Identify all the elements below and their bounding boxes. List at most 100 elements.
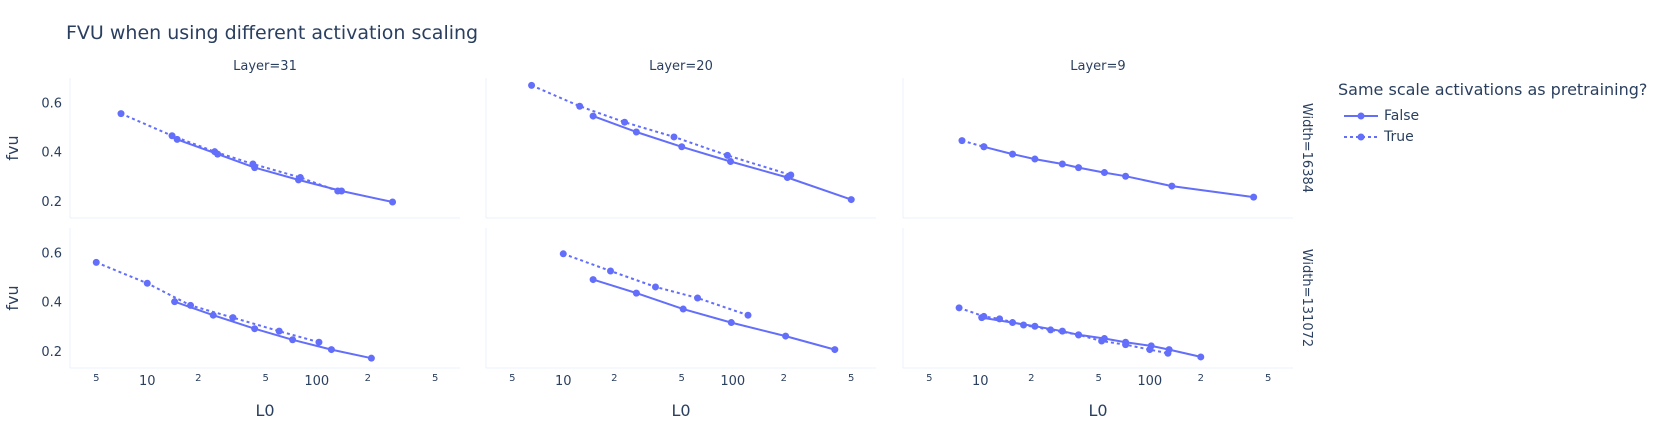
x-tick-label: 100 [720, 374, 745, 389]
data-point-true[interactable] [275, 327, 283, 335]
data-point-true[interactable] [1122, 341, 1130, 349]
data-point-true[interactable] [249, 160, 257, 168]
series-line-false [174, 300, 372, 360]
data-point-true[interactable] [168, 132, 176, 140]
y-axis-title: fvu [3, 135, 22, 160]
data-point-true[interactable] [607, 267, 615, 275]
data-point-true[interactable] [958, 137, 966, 145]
series-line-true [958, 306, 1169, 355]
x-tick-label: 2 [1198, 373, 1204, 384]
data-point-true[interactable] [334, 187, 342, 195]
data-point-true[interactable] [955, 304, 963, 312]
y-axis-title: fvu [3, 285, 22, 310]
data-point-false[interactable] [847, 196, 855, 204]
data-point-true[interactable] [1020, 321, 1028, 329]
data-point-true[interactable] [1047, 326, 1055, 334]
data-point-true[interactable] [651, 283, 659, 291]
series-line-false [983, 145, 1254, 199]
series-line-true [120, 112, 339, 192]
data-point-false[interactable] [831, 346, 839, 354]
data-point-false[interactable] [1058, 160, 1066, 168]
data-point-false[interactable] [678, 143, 686, 151]
x-tick-label: 10 [555, 374, 572, 389]
data-point-false[interactable] [632, 128, 640, 136]
x-tick-label: 5 [1096, 373, 1102, 384]
data-point-true[interactable] [559, 250, 567, 258]
data-point-false[interactable] [1197, 353, 1205, 361]
data-point-true[interactable] [315, 338, 323, 346]
data-point-true[interactable] [92, 258, 100, 266]
data-point-true[interactable] [621, 118, 629, 126]
data-point-false[interactable] [327, 346, 335, 354]
y-tick-label: 0.2 [41, 195, 62, 210]
series-line-true [531, 84, 792, 176]
x-tick-label: 5 [93, 373, 99, 384]
data-point-true[interactable] [1098, 337, 1106, 345]
x-tick-label: 10 [972, 374, 989, 389]
data-point-true[interactable] [117, 110, 125, 118]
data-point-true[interactable] [787, 171, 795, 179]
data-point-true[interactable] [996, 315, 1004, 323]
y-tick-label: 0.4 [41, 146, 62, 161]
x-tick-label: 5 [432, 373, 438, 384]
data-point-false[interactable] [1250, 193, 1258, 201]
data-point-true[interactable] [980, 143, 988, 151]
legend-item-true[interactable]: True [1338, 126, 1647, 147]
data-point-false[interactable] [251, 325, 259, 333]
legend-item-false[interactable]: False [1338, 105, 1647, 126]
data-point-false[interactable] [679, 305, 687, 313]
data-point-false[interactable] [367, 354, 375, 362]
x-axis-title: L0 [1088, 401, 1107, 420]
data-point-false[interactable] [1122, 172, 1130, 180]
data-point-false[interactable] [1075, 164, 1083, 172]
data-point-false[interactable] [1009, 150, 1017, 158]
x-tick-label: 5 [263, 373, 269, 384]
data-point-true[interactable] [694, 294, 702, 302]
legend[interactable]: Same scale activations as pretraining? F… [1338, 80, 1647, 147]
series-line-false [592, 278, 836, 351]
data-point-false[interactable] [171, 298, 179, 306]
x-tick-label: 5 [926, 373, 932, 384]
data-point-true[interactable] [229, 314, 237, 322]
x-tick-label: 100 [1137, 374, 1162, 389]
data-point-true[interactable] [723, 151, 731, 159]
data-point-false[interactable] [589, 276, 597, 284]
data-point-true[interactable] [143, 279, 151, 287]
data-point-false[interactable] [1168, 182, 1176, 190]
data-point-false[interactable] [727, 319, 735, 327]
data-point-true[interactable] [744, 311, 752, 319]
data-point-true[interactable] [1146, 346, 1154, 354]
x-tick-label: 5 [848, 373, 854, 384]
x-tick-label: 2 [365, 373, 371, 384]
x-axis-title: L0 [671, 401, 690, 420]
x-tick-label: 2 [1028, 373, 1034, 384]
data-point-true[interactable] [1164, 349, 1172, 357]
data-point-true[interactable] [187, 301, 195, 309]
facet-col-label: Layer=9 [1070, 59, 1125, 74]
data-point-false[interactable] [209, 311, 217, 319]
data-point-false[interactable] [782, 332, 790, 340]
data-point-false[interactable] [389, 198, 397, 206]
data-point-true[interactable] [211, 148, 219, 156]
data-point-false[interactable] [632, 289, 640, 297]
data-point-false[interactable] [1100, 169, 1108, 177]
legend-label-true: True [1384, 128, 1414, 145]
data-point-false[interactable] [589, 112, 597, 120]
facet-row-label: Width=16384 [1299, 103, 1314, 193]
facet-col-label: Layer=31 [233, 59, 297, 74]
data-point-false[interactable] [289, 336, 297, 344]
legend-swatch-dotted-icon [1344, 133, 1378, 140]
x-tick-label: 100 [304, 374, 329, 389]
chart-title: FVU when using different activation scal… [66, 22, 479, 44]
data-point-true[interactable] [296, 173, 304, 181]
data-point-false[interactable] [727, 158, 735, 166]
data-point-true[interactable] [1075, 331, 1083, 339]
data-point-true[interactable] [576, 102, 584, 110]
x-tick-label: 5 [679, 373, 685, 384]
data-point-true[interactable] [980, 312, 988, 320]
data-point-true[interactable] [528, 81, 536, 89]
data-point-true[interactable] [670, 133, 678, 141]
data-point-false[interactable] [1031, 155, 1039, 163]
legend-title: Same scale activations as pretraining? [1338, 80, 1648, 99]
x-tick-label: 5 [1265, 373, 1271, 384]
